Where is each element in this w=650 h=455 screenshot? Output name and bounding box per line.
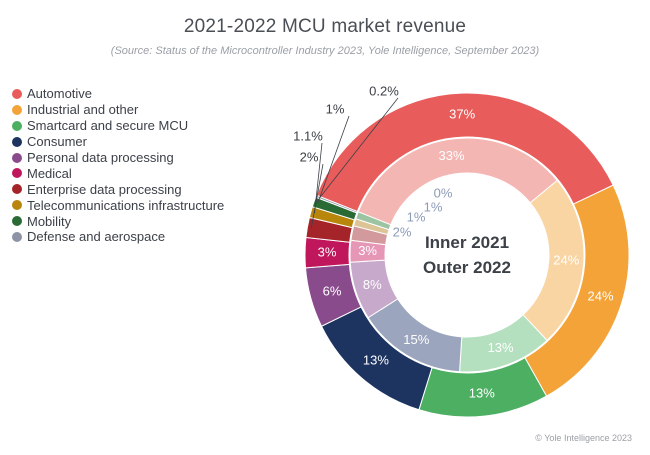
legend-dot-smartcard [12, 120, 22, 131]
legend-dot-medical [12, 168, 22, 179]
outer-slice-defense [315, 194, 358, 214]
inner-label-medical: 3% [358, 243, 377, 258]
data-labels: 37%24%13%13%6%3%2%1.1%1%0.2%33%24%13%15%… [293, 83, 614, 400]
center-label-inner: Inner 2021 [425, 233, 509, 252]
outer-label-smartcard: 13% [469, 386, 495, 401]
inner-label-telecom: 1% [407, 209, 426, 224]
chart-subtitle: (Source: Status of the Microcontroller I… [110, 45, 540, 57]
legend-label-automotive: Automotive [27, 86, 93, 102]
legend: Automotive Industrial and other Smartcar… [12, 86, 224, 245]
legend-item-automotive: Automotive [12, 86, 224, 102]
legend-label-enterprise: Enterprise data processing [27, 181, 182, 197]
legend-dot-telecom [12, 200, 22, 211]
inner-label-defense: 0% [434, 185, 453, 200]
legend-item-mobility: Mobility [12, 213, 224, 229]
inner-label-enterprise: 2% [393, 224, 412, 239]
copyright-credit: © Yole Intelligence 2023 [535, 433, 632, 443]
legend-label-industrial: Industrial and other [27, 102, 139, 118]
outer-label-telecom: 1.1% [293, 128, 323, 143]
outer-label-consumer: 13% [363, 353, 389, 368]
legend-dot-enterprise [12, 184, 22, 195]
legend-label-personal-data: Personal data processing [27, 150, 174, 165]
inner-label-automotive: 33% [438, 148, 464, 163]
legend-dot-personal-data [12, 152, 22, 163]
leader-lines [310, 97, 399, 229]
inner-ring-2021 [349, 137, 585, 373]
legend-item-medical: Medical [12, 165, 224, 181]
chart-title: 2021-2022 MCU market revenue [183, 16, 467, 37]
leader-defense [319, 97, 399, 198]
legend-label-medical: Medical [27, 165, 72, 181]
legend-label-smartcard: Smartcard and secure MCU [27, 118, 189, 134]
legend-dot-industrial [12, 104, 22, 115]
legend-item-consumer: Consumer [12, 134, 224, 150]
leader-mobility [317, 115, 350, 204]
legend-item-defense: Defense and aerospace [12, 229, 224, 245]
inner-label-industrial: 24% [553, 253, 579, 268]
outer-label-mobility: 1% [326, 101, 345, 116]
outer-label-industrial: 24% [587, 289, 613, 304]
legend-label-telecom: Telecommunications infrastructure [27, 197, 225, 213]
legend-dot-defense [12, 231, 22, 242]
outer-label-defense: 0.2% [369, 83, 399, 98]
inner-label-mobility: 1% [424, 199, 443, 214]
legend-dot-mobility [12, 216, 22, 227]
inner-label-personal-data: 8% [363, 277, 382, 292]
legend-item-smartcard: Smartcard and secure MCU [12, 118, 224, 134]
legend-item-enterprise: Enterprise data processing [12, 181, 224, 197]
legend-label-defense: Defense and aerospace [27, 229, 166, 245]
legend-item-industrial: Industrial and other [12, 102, 224, 118]
outer-label-personal-data: 6% [323, 283, 342, 298]
outer-label-enterprise: 2% [300, 149, 319, 164]
legend-item-personal-data: Personal data processing [12, 150, 224, 166]
center-label-outer: Outer 2022 [423, 258, 511, 277]
outer-slice-automotive [315, 92, 614, 213]
inner-slice-mobility [355, 211, 392, 231]
legend-label-mobility: Mobility [27, 213, 72, 229]
leader-telecom [314, 142, 323, 214]
legend-dot-automotive [12, 88, 22, 99]
legend-dot-consumer [12, 136, 22, 147]
inner-label-smartcard: 13% [488, 340, 514, 355]
outer-label-automotive: 37% [449, 107, 475, 122]
inner-label-consumer: 15% [403, 332, 429, 347]
outer-label-medical: 3% [318, 244, 337, 259]
leader-enterprise [310, 163, 324, 229]
legend-item-telecom: Telecommunications infrastructure [12, 197, 224, 213]
legend-label-consumer: Consumer [27, 134, 87, 150]
outer-ring-2022 [304, 92, 630, 418]
